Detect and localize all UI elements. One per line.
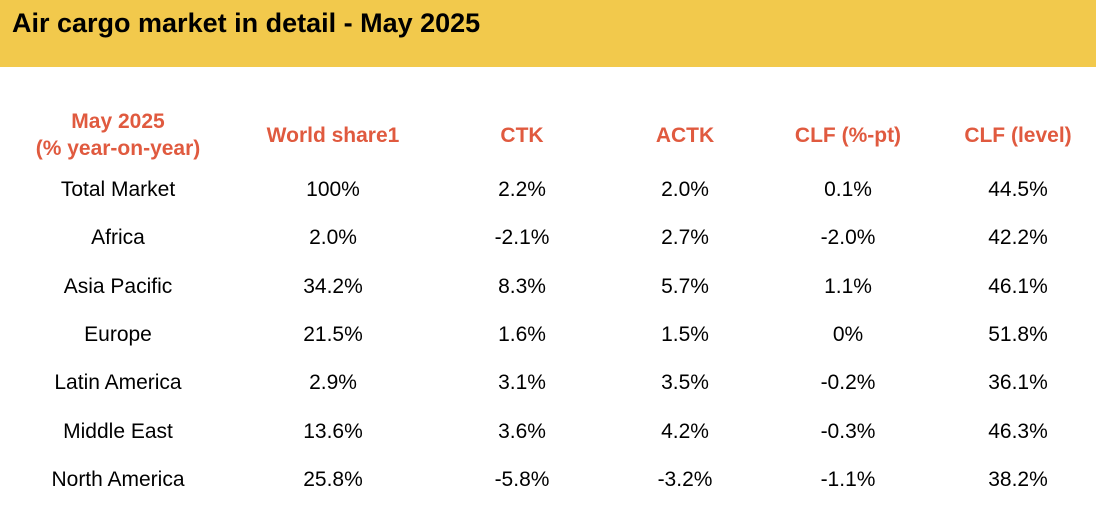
cell-actk: 2.7% bbox=[661, 226, 709, 250]
column-header-world-share: World share1 bbox=[266, 123, 400, 147]
page-title: Air cargo market in detail - May 2025 bbox=[12, 8, 481, 38]
table-row: Latin America 2.9% 3.1% 3.5% -0.2% 36.1% bbox=[0, 359, 1096, 407]
cell-ctk: 3.6% bbox=[498, 419, 546, 443]
cell-region: Latin America bbox=[54, 371, 182, 395]
cell-clf-pt: -1.1% bbox=[820, 467, 876, 491]
cell-world-share: 21.5% bbox=[303, 323, 363, 347]
cell-clf-level: 36.1% bbox=[988, 371, 1048, 395]
cell-world-share: 34.2% bbox=[303, 274, 363, 298]
cell-world-share: 13.6% bbox=[303, 419, 363, 443]
table-header-row: May 2025 (% year-on-year) World share1 C… bbox=[0, 104, 1096, 166]
cell-clf-level: 44.5% bbox=[988, 178, 1048, 202]
table-row: Africa 2.0% -2.1% 2.7% -2.0% 42.2% bbox=[0, 214, 1096, 262]
cell-region: Europe bbox=[84, 323, 152, 347]
cell-ctk: 8.3% bbox=[498, 274, 546, 298]
table-row: Total Market 100% 2.2% 2.0% 0.1% 44.5% bbox=[0, 166, 1096, 214]
cell-region: North America bbox=[51, 467, 185, 491]
cell-world-share: 100% bbox=[306, 178, 360, 202]
title-banner: Air cargo market in detail - May 2025 bbox=[0, 0, 1096, 67]
cell-ctk: 2.2% bbox=[498, 178, 546, 202]
cell-ctk: -5.8% bbox=[494, 467, 550, 491]
column-header-region-line2: (% year-on-year) bbox=[35, 137, 201, 160]
cell-clf-pt: -2.0% bbox=[820, 226, 876, 250]
cell-region: Asia Pacific bbox=[63, 274, 173, 298]
cell-clf-pt: -0.3% bbox=[820, 419, 876, 443]
cell-actk: 1.5% bbox=[661, 323, 709, 347]
cell-clf-pt: 1.1% bbox=[824, 274, 872, 298]
cell-clf-level: 38.2% bbox=[988, 467, 1048, 491]
cell-actk: 3.5% bbox=[661, 371, 709, 395]
column-header-region-line1: May 2025 bbox=[71, 110, 165, 133]
cell-ctk: 3.1% bbox=[498, 371, 546, 395]
table-row: Asia Pacific 34.2% 8.3% 5.7% 1.1% 46.1% bbox=[0, 263, 1096, 311]
table-row: North America 25.8% -5.8% -3.2% -1.1% 38… bbox=[0, 456, 1096, 504]
cell-clf-pt: -0.2% bbox=[820, 371, 876, 395]
cell-actk: 2.0% bbox=[661, 178, 709, 202]
cell-clf-level: 51.8% bbox=[988, 323, 1048, 347]
market-table: May 2025 (% year-on-year) World share1 C… bbox=[0, 104, 1096, 504]
cell-ctk: -2.1% bbox=[494, 226, 550, 250]
cell-region: Total Market bbox=[60, 178, 176, 202]
column-header-clf-level: CLF (level) bbox=[964, 123, 1072, 147]
table-row: Middle East 13.6% 3.6% 4.2% -0.3% 46.3% bbox=[0, 407, 1096, 455]
cell-clf-pt: 0.1% bbox=[824, 178, 872, 202]
cell-clf-level: 42.2% bbox=[988, 226, 1048, 250]
cell-clf-level: 46.3% bbox=[988, 419, 1048, 443]
column-header-region: May 2025 (% year-on-year) bbox=[0, 104, 236, 166]
column-header-clf-pt: CLF (%-pt) bbox=[794, 123, 902, 147]
cell-world-share: 25.8% bbox=[303, 467, 363, 491]
cell-region: Middle East bbox=[63, 419, 173, 443]
cell-world-share: 2.0% bbox=[309, 226, 357, 250]
cell-actk: 5.7% bbox=[661, 274, 709, 298]
cell-ctk: 1.6% bbox=[498, 323, 546, 347]
column-header-ctk: CTK bbox=[500, 123, 544, 147]
cell-actk: -3.2% bbox=[657, 467, 713, 491]
cell-region: Africa bbox=[91, 226, 145, 250]
table-row: Europe 21.5% 1.6% 1.5% 0% 51.8% bbox=[0, 311, 1096, 359]
cell-actk: 4.2% bbox=[661, 419, 709, 443]
cell-world-share: 2.9% bbox=[309, 371, 357, 395]
cell-clf-pt: 0% bbox=[832, 323, 864, 347]
column-header-actk: ACTK bbox=[655, 123, 715, 147]
cell-clf-level: 46.1% bbox=[988, 274, 1048, 298]
